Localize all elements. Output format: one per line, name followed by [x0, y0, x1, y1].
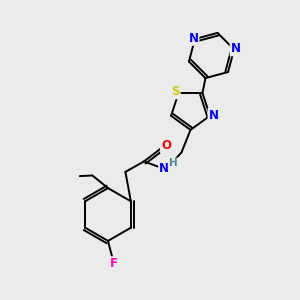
- Text: N: N: [188, 32, 199, 45]
- Text: O: O: [161, 139, 171, 152]
- Text: N: N: [159, 162, 169, 176]
- Text: N: N: [231, 42, 241, 55]
- Text: N: N: [208, 109, 218, 122]
- Text: F: F: [110, 257, 118, 270]
- Text: H: H: [169, 158, 178, 169]
- Text: S: S: [171, 85, 180, 98]
